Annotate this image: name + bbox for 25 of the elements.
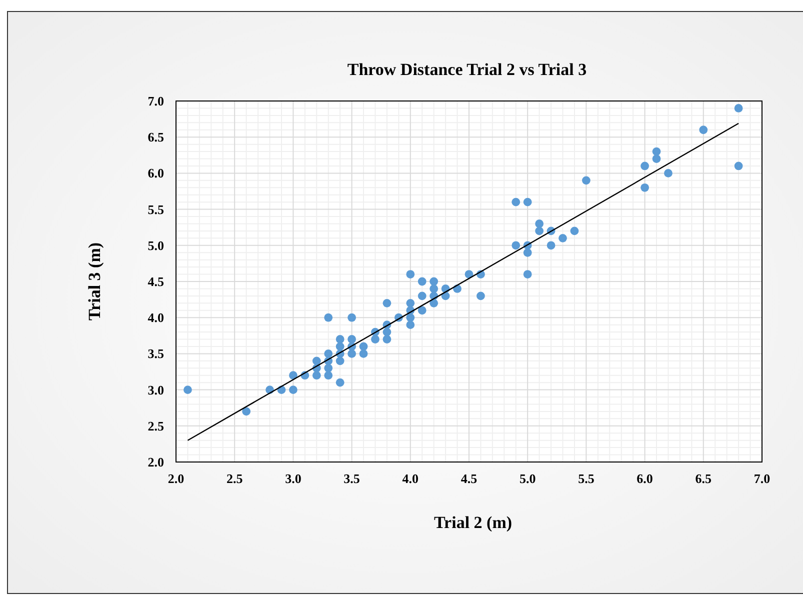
- x-tick-label: 5.0: [519, 471, 536, 486]
- x-tick-label: 3.0: [285, 471, 302, 486]
- y-tick-label: 2.5: [148, 418, 164, 434]
- x-tick-label: 4.0: [402, 471, 419, 486]
- y-tick-label: 5.0: [148, 238, 164, 253]
- x-tick-label: 3.5: [344, 471, 360, 486]
- y-tick-label: 7.0: [148, 94, 164, 108]
- y-tick-label: 2.0: [148, 454, 164, 470]
- y-tick-label: 6.5: [148, 130, 164, 145]
- y-tick-label: 6.0: [148, 166, 164, 181]
- x-axis-title: Trial 2 (m): [434, 513, 512, 532]
- x-tick-label: 2.0: [168, 471, 184, 486]
- x-tick-label: 6.0: [636, 471, 653, 486]
- y-axis-title: Trial 3 (m): [85, 242, 104, 321]
- y-tick-label: 3.5: [148, 346, 164, 362]
- x-tick-label: 4.5: [460, 471, 478, 486]
- y-tick-label: 4.0: [148, 310, 164, 326]
- x-tick-label: 2.5: [226, 471, 244, 486]
- x-tick-label: 6.5: [695, 471, 712, 486]
- x-tick-label: 5.5: [578, 471, 595, 486]
- chart-title: Throw Distance Trial 2 vs Trial 3: [347, 60, 587, 79]
- y-tick-label: 5.5: [148, 202, 164, 217]
- y-tick-label: 3.0: [148, 382, 164, 398]
- x-tick-label: 7.0: [754, 471, 770, 486]
- y-tick-label: 4.5: [148, 274, 164, 289]
